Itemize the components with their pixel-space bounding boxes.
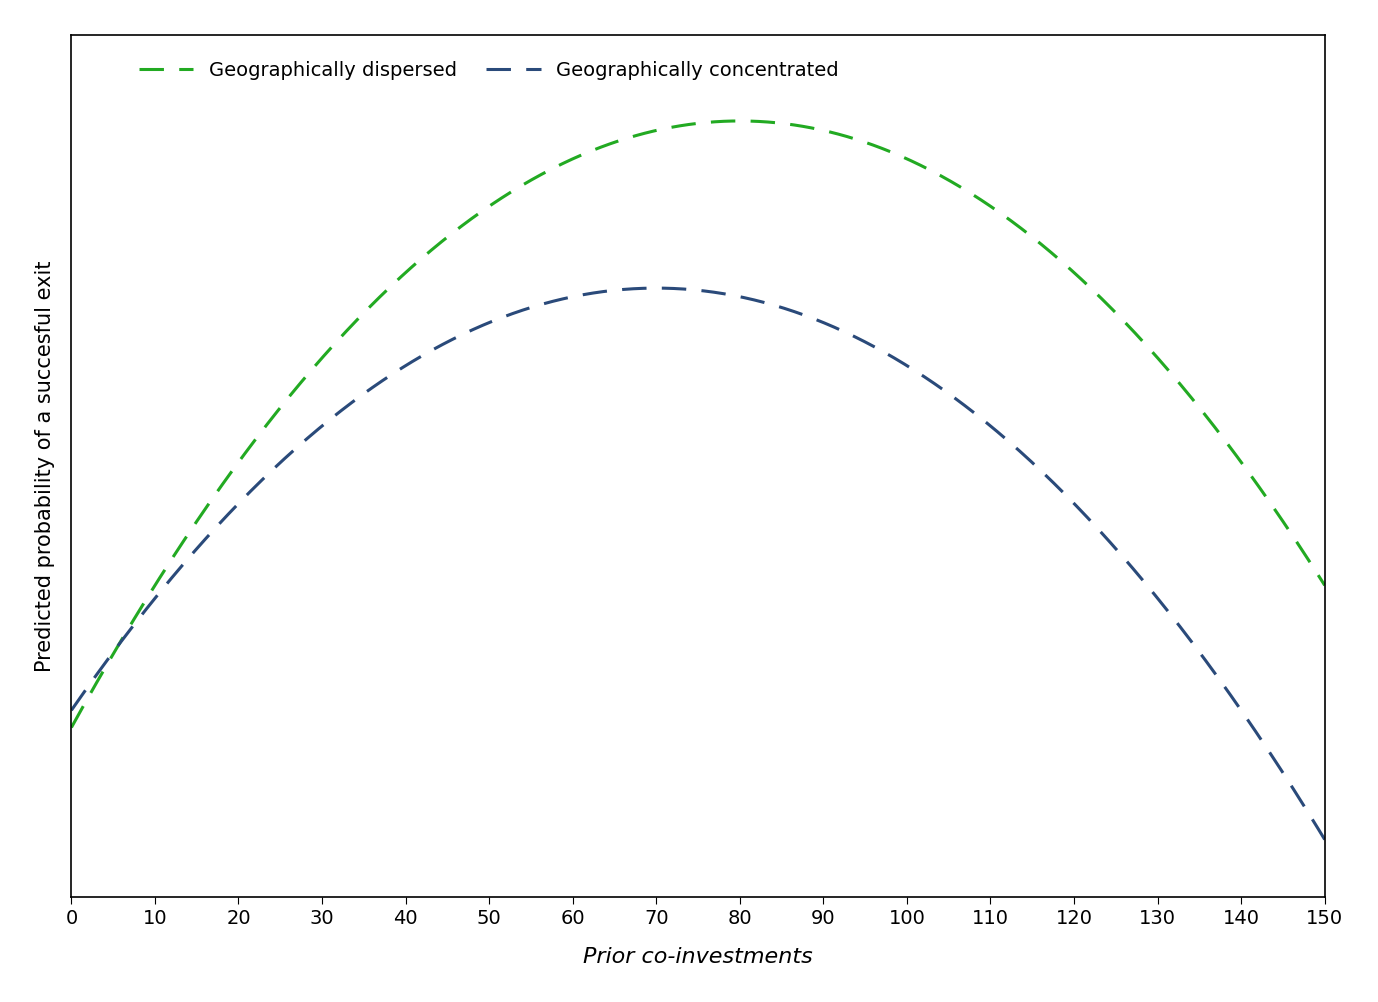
Legend: Geographically dispersed, Geographically concentrated: Geographically dispersed, Geographically…: [131, 53, 846, 87]
X-axis label: Prior co-investments: Prior co-investments: [583, 947, 813, 967]
Y-axis label: Predicted probability of a succesful exit: Predicted probability of a succesful exi…: [34, 261, 55, 671]
